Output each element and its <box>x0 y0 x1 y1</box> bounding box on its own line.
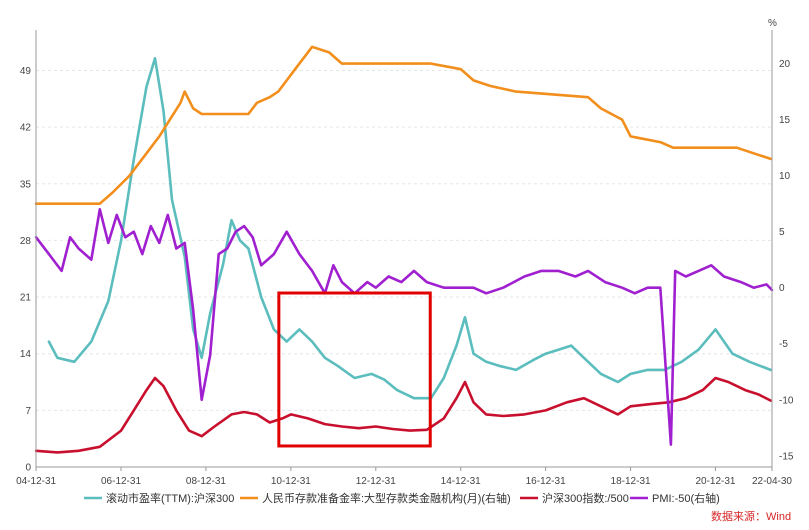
x-axis-tick-label: 04-12-31 <box>16 476 56 487</box>
legend-label: 滚动市盈率(TTM):沪深300 <box>106 491 234 505</box>
left-axis-tick-label: 21 <box>20 293 32 304</box>
right-axis-unit-label: % <box>768 18 777 29</box>
x-axis-tick-label: 08-12-31 <box>186 476 226 487</box>
left-axis-tick-label: 42 <box>20 123 32 134</box>
legend-label: 沪深300指数:/500 <box>542 491 629 505</box>
left-axis-tick-label: 49 <box>20 66 32 77</box>
right-axis-tick-label: 10 <box>779 171 791 182</box>
left-axis-tick-label: 0 <box>25 463 31 474</box>
right-axis-tick-label: 5 <box>779 227 785 238</box>
left-axis-tick-label: 7 <box>25 406 31 417</box>
source-label: 数据来源：Wind <box>711 509 791 523</box>
highlight-layer <box>277 291 432 448</box>
left-axis-tick-label: 14 <box>20 349 32 360</box>
series-line-4 <box>34 208 774 446</box>
x-axis-tick-label: 06-12-31 <box>101 476 141 487</box>
right-axis-tick-label: 15 <box>779 115 791 126</box>
x-axis-tick-label: 16-12-31 <box>526 476 566 487</box>
x-axis-tick-label: 10-12-31 <box>271 476 311 487</box>
x-axis-tick-label: 12-12-31 <box>356 476 396 487</box>
right-axis-tick-label: -5 <box>779 339 788 350</box>
x-axis-tick-label: 22-04-30 <box>752 476 792 487</box>
right-axis-tick-label: -10 <box>779 395 794 406</box>
legend-label: 人民币存款准备金率:大型存款类金融机构(月)(右轴) <box>262 491 511 505</box>
x-axis-tick-label: 14-12-31 <box>441 476 481 487</box>
right-axis-tick-label: 20 <box>779 59 791 70</box>
series-line-3 <box>34 376 772 454</box>
left-axis-tick-label: 35 <box>20 179 32 190</box>
right-axis-tick-label: -15 <box>779 451 794 462</box>
series-layer <box>34 45 774 454</box>
x-axis-tick-label: 18-12-31 <box>611 476 651 487</box>
legend-label: PMI:-50(右轴) <box>652 491 720 505</box>
right-axis-tick-label: 0 <box>779 283 785 294</box>
left-axis-tick-label: 28 <box>20 236 32 247</box>
series-line-1 <box>47 57 772 400</box>
series-line-2 <box>34 45 772 205</box>
highlight-box <box>277 291 432 448</box>
legend: 滚动市盈率(TTM):沪深300 人民币存款准备金率:大型存款类金融机构(月)(右… <box>84 491 720 505</box>
x-axis-tick-label: 20-12-31 <box>695 476 735 487</box>
axes: 0 7 14 21 28 35 42 49 -15 -10 -5 0 5 10 15 20 04-12-31 06… <box>16 30 794 487</box>
